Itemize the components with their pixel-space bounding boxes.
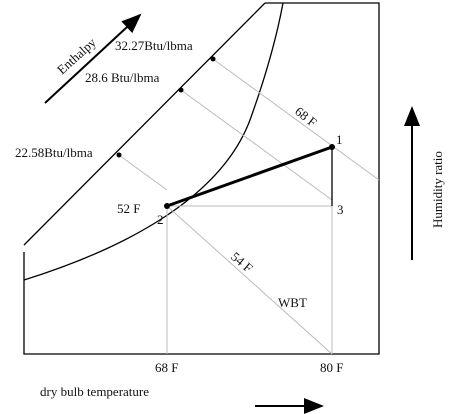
wet-bulb-line (118, 154, 168, 191)
point-label: 2 (157, 212, 164, 227)
label: 80 F (320, 360, 343, 375)
enthalpy-arrow (44, 13, 142, 104)
process-line (166, 145, 333, 208)
saturation-curve (23, 2, 284, 281)
chart-frame (23, 2, 380, 355)
enthalpy-point (116, 152, 122, 158)
label: 32.27Btu/lbma (115, 38, 193, 53)
enthalpy-point (210, 56, 216, 62)
axis-label: dry bulb temperature (40, 384, 149, 399)
label: 52 F (117, 201, 140, 216)
label: 22.58Btu/lbma (15, 145, 93, 160)
wet-bulb-line (166, 205, 333, 355)
label: 68 F (292, 104, 320, 130)
point-label: 3 (337, 202, 344, 217)
state-point (329, 144, 335, 150)
wet-bulb-line (180, 89, 333, 201)
axis-label: Humidity ratio (430, 151, 445, 228)
enthalpy-line (23, 2, 266, 246)
label: 68 F (155, 360, 178, 375)
state-point (164, 203, 170, 209)
label: 28.6 Btu/lbma (85, 70, 160, 85)
enthalpy-point (178, 87, 184, 93)
label: WBT (278, 295, 307, 310)
label: 54 F (228, 249, 256, 276)
point-label: 1 (336, 132, 343, 147)
wet-bulb-line (212, 58, 380, 181)
